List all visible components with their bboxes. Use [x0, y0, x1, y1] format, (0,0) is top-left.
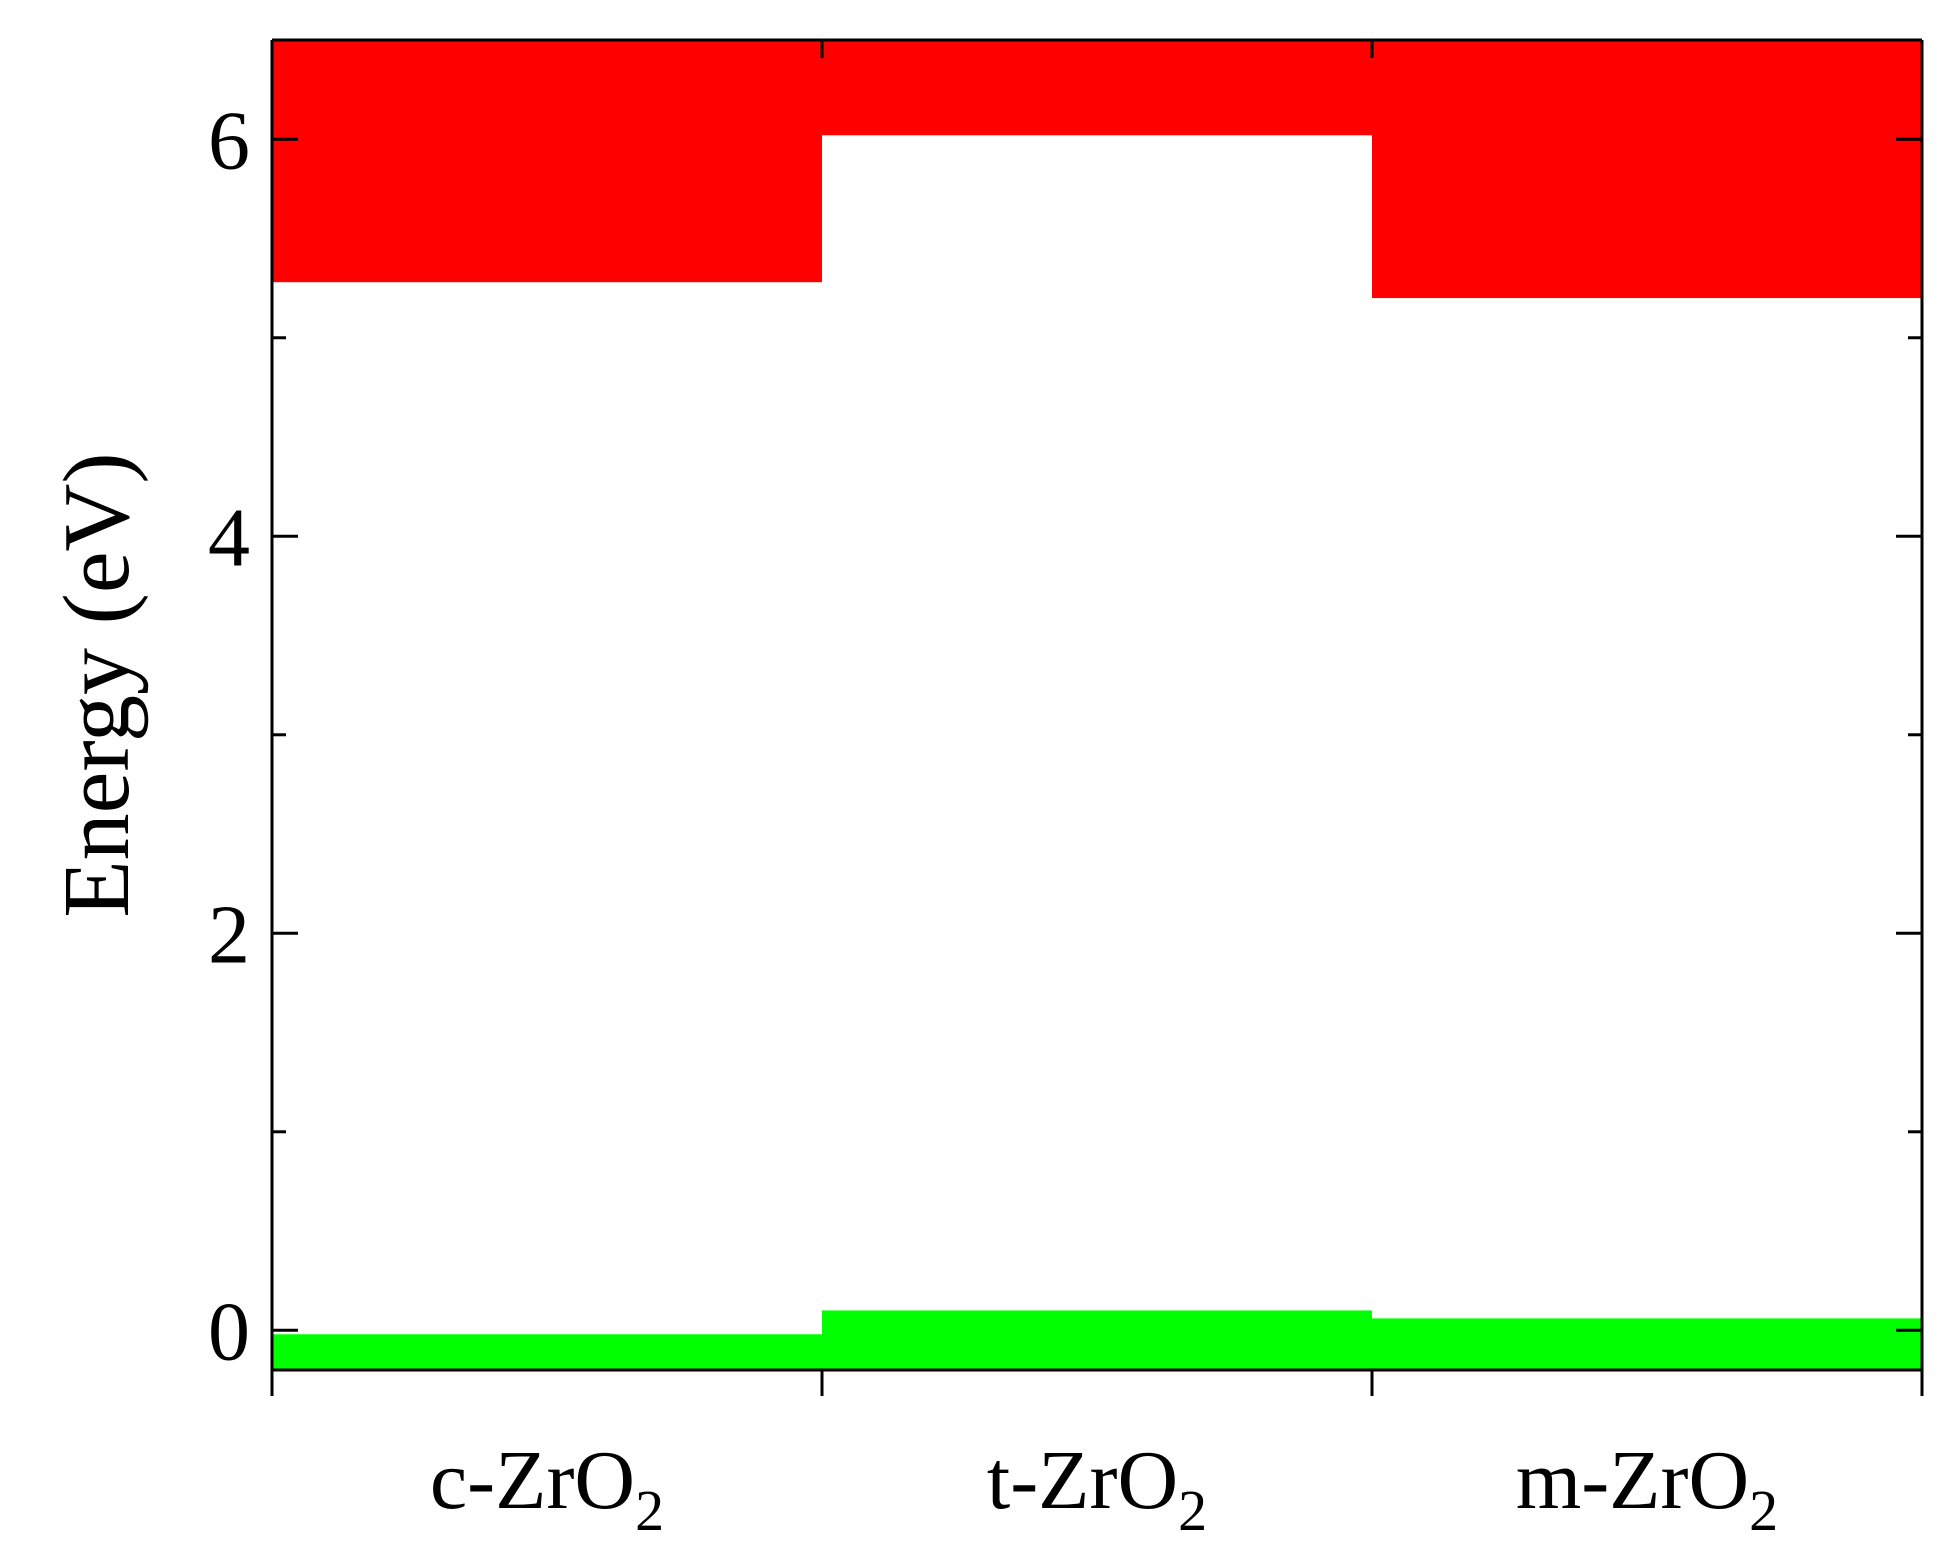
- y-axis-title: Energy (eV): [45, 452, 149, 917]
- y-tick-label: 0: [208, 1285, 250, 1378]
- conduction-band-bar-1: [272, 40, 822, 283]
- x-category-label: t-ZrO2: [987, 1434, 1207, 1543]
- x-category-label: c-ZrO2: [430, 1434, 664, 1543]
- y-tick-label: 2: [208, 888, 250, 981]
- valence-band-bar-2: [822, 1310, 1372, 1370]
- y-tick-label: 4: [208, 491, 250, 584]
- conduction-band-bar-2: [822, 40, 1372, 136]
- valence-band-bar-3: [1372, 1318, 1922, 1370]
- y-tick-label: 6: [208, 94, 250, 187]
- conduction-band-bar-3: [1372, 40, 1922, 299]
- valence-band-bar-1: [272, 1334, 822, 1370]
- x-category-label: m-ZrO2: [1516, 1434, 1778, 1543]
